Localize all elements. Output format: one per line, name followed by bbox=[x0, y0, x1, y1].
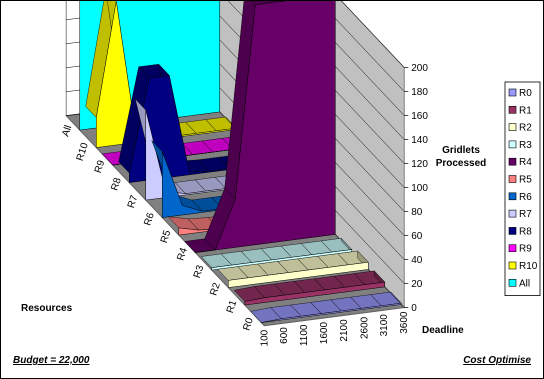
z-tick-label: 100 bbox=[411, 183, 428, 194]
y-tick-label: R1 bbox=[225, 299, 240, 315]
y-tick-label: R9 bbox=[93, 159, 108, 175]
legend-swatch-r3 bbox=[508, 140, 517, 149]
z-tick-label: 200 bbox=[411, 63, 428, 74]
y-tick-label: R3 bbox=[192, 264, 207, 280]
y-tick-label: R2 bbox=[208, 281, 223, 297]
z-tick-label: 160 bbox=[411, 111, 428, 122]
x-tick-label: 3600 bbox=[399, 311, 410, 334]
y-tick-label: R10 bbox=[75, 141, 91, 162]
x-tick-label: 2100 bbox=[339, 319, 350, 342]
y-axis-title: Resources bbox=[21, 303, 73, 314]
legend-swatch-all bbox=[508, 278, 517, 287]
z-tick-label: 140 bbox=[411, 135, 428, 146]
legend-swatch-r4 bbox=[508, 157, 517, 166]
legend-label-r3: R3 bbox=[519, 140, 532, 151]
legend-swatch-r6 bbox=[508, 192, 517, 201]
legend-label-r6: R6 bbox=[519, 192, 532, 203]
x-tick-label: 1600 bbox=[319, 322, 330, 345]
legend-label-r1: R1 bbox=[519, 105, 532, 116]
legend-swatch-r8 bbox=[508, 227, 517, 235]
series-area-r0 bbox=[261, 302, 402, 323]
legend-swatch-r10 bbox=[508, 261, 517, 270]
y-tick-label: R6 bbox=[142, 211, 157, 227]
gridline bbox=[273, 1, 405, 140]
gridline bbox=[318, 1, 405, 92]
x-tick-label: 3100 bbox=[379, 314, 390, 337]
legend-swatch-r7 bbox=[508, 209, 517, 218]
legend-label-r5: R5 bbox=[519, 175, 532, 186]
z-tick-label: 180 bbox=[411, 87, 428, 98]
legend-box bbox=[504, 81, 541, 297]
y-tick-label: R4 bbox=[175, 246, 190, 262]
legend-label-r2: R2 bbox=[519, 123, 532, 134]
y-tick-label: R7 bbox=[126, 194, 141, 210]
x-tick-label: 100 bbox=[259, 329, 270, 346]
chart-series bbox=[79, 1, 402, 323]
legend-label-r0: R0 bbox=[519, 88, 532, 99]
z-tick-label: 120 bbox=[411, 159, 428, 170]
x-tick-label: 1100 bbox=[299, 324, 310, 346]
z-tick-label: 80 bbox=[411, 207, 423, 218]
z-axis-title: Processed bbox=[436, 158, 487, 169]
series-area-r1 bbox=[244, 281, 386, 306]
gridline bbox=[250, 1, 405, 164]
legend-label-all: All bbox=[519, 278, 530, 289]
legend-swatch-r0 bbox=[508, 88, 517, 97]
z-tick-label: 60 bbox=[411, 231, 423, 242]
series-area-r2 bbox=[228, 261, 369, 288]
y-tick-label: R8 bbox=[109, 176, 124, 192]
x-tick-label: 2600 bbox=[359, 316, 370, 339]
legend-label-r7: R7 bbox=[519, 209, 532, 220]
x-tick-label: 600 bbox=[279, 327, 290, 344]
z-tick-label: 0 bbox=[411, 303, 417, 314]
legend-label-r4: R4 bbox=[519, 157, 532, 168]
chart-legend: R0 R1 R2 R3 R4 R5 R6 R7 R8 R9 R10 All bbox=[504, 81, 541, 297]
legend-label-r10: R10 bbox=[519, 261, 538, 272]
z-tick-label: 40 bbox=[411, 255, 423, 266]
strategy-note: Cost Optimise bbox=[463, 355, 531, 366]
chart-axes: 0 20 40 60 80 100 120 140 160 180 200 100 600 1100 160… bbox=[21, 63, 486, 346]
legend-label-r8: R8 bbox=[519, 226, 532, 237]
z-axis-title: Gridlets bbox=[442, 145, 480, 156]
series-area-r3 bbox=[211, 249, 353, 271]
gridline bbox=[295, 1, 405, 116]
y-tick-label: R5 bbox=[159, 229, 174, 245]
legend-swatch-r5 bbox=[508, 175, 517, 183]
gridline bbox=[228, 1, 405, 188]
y-tick-label: All bbox=[60, 124, 74, 138]
legend-swatch-r2 bbox=[508, 123, 517, 131]
legend-label-r9: R9 bbox=[519, 244, 532, 255]
x-axis-title: Deadline bbox=[422, 325, 464, 336]
series-area-r4 bbox=[195, 1, 336, 253]
budget-note: Budget = 22,000 bbox=[13, 355, 90, 366]
y-tick-label: R0 bbox=[241, 316, 256, 332]
legend-swatch-r1 bbox=[508, 106, 517, 114]
z-tick-label: 20 bbox=[411, 279, 423, 290]
legend-swatch-r9 bbox=[508, 244, 517, 252]
